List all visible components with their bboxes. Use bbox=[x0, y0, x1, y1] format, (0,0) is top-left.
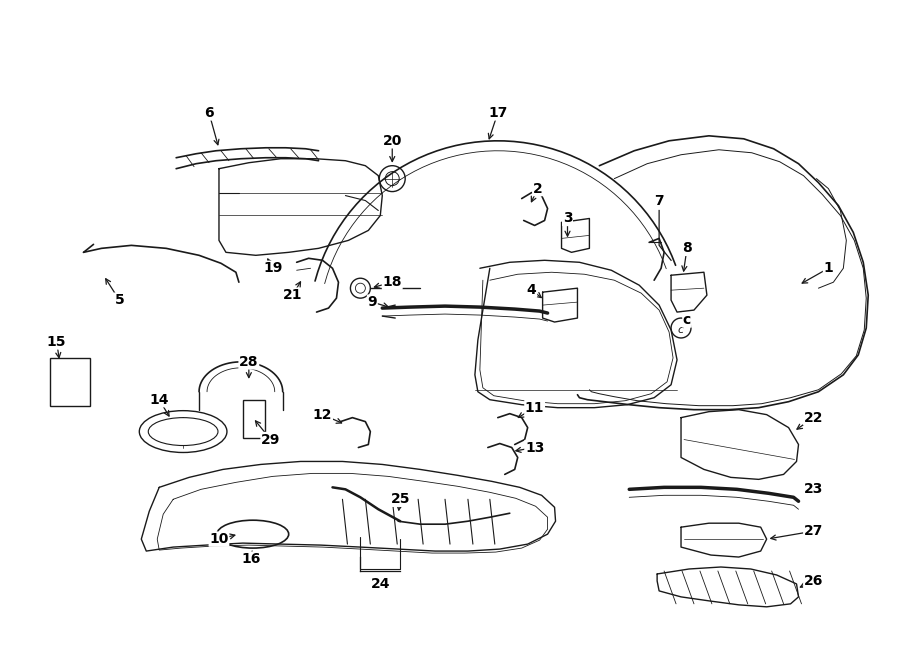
Text: 22: 22 bbox=[804, 410, 824, 424]
Text: 4: 4 bbox=[526, 283, 536, 297]
FancyBboxPatch shape bbox=[243, 400, 265, 438]
Text: 13: 13 bbox=[525, 440, 544, 455]
Text: 26: 26 bbox=[804, 574, 824, 588]
Text: c: c bbox=[683, 313, 691, 327]
Text: 19: 19 bbox=[263, 261, 283, 275]
Text: 5: 5 bbox=[114, 293, 124, 307]
Ellipse shape bbox=[148, 418, 218, 446]
Text: 2: 2 bbox=[533, 182, 543, 196]
Text: 29: 29 bbox=[261, 432, 281, 447]
Text: 21: 21 bbox=[283, 288, 302, 302]
Text: 8: 8 bbox=[682, 241, 692, 255]
Text: c: c bbox=[678, 325, 684, 335]
Text: 11: 11 bbox=[525, 401, 544, 414]
Text: 10: 10 bbox=[210, 532, 229, 546]
Text: 7: 7 bbox=[654, 194, 664, 208]
Text: 18: 18 bbox=[382, 275, 402, 290]
Text: 17: 17 bbox=[488, 106, 508, 120]
Text: 3: 3 bbox=[562, 212, 572, 225]
Text: 20: 20 bbox=[382, 134, 402, 148]
Text: 28: 28 bbox=[239, 355, 258, 369]
Text: 16: 16 bbox=[241, 552, 260, 566]
Text: 15: 15 bbox=[47, 335, 67, 349]
Text: 14: 14 bbox=[149, 393, 169, 407]
Text: 24: 24 bbox=[371, 577, 390, 591]
Text: 25: 25 bbox=[391, 492, 410, 506]
Text: 9: 9 bbox=[367, 295, 377, 309]
FancyBboxPatch shape bbox=[50, 358, 89, 406]
Text: 12: 12 bbox=[313, 408, 332, 422]
Text: 23: 23 bbox=[804, 483, 824, 496]
Text: 6: 6 bbox=[204, 106, 214, 120]
Text: 1: 1 bbox=[824, 261, 833, 275]
Text: 27: 27 bbox=[804, 524, 824, 538]
